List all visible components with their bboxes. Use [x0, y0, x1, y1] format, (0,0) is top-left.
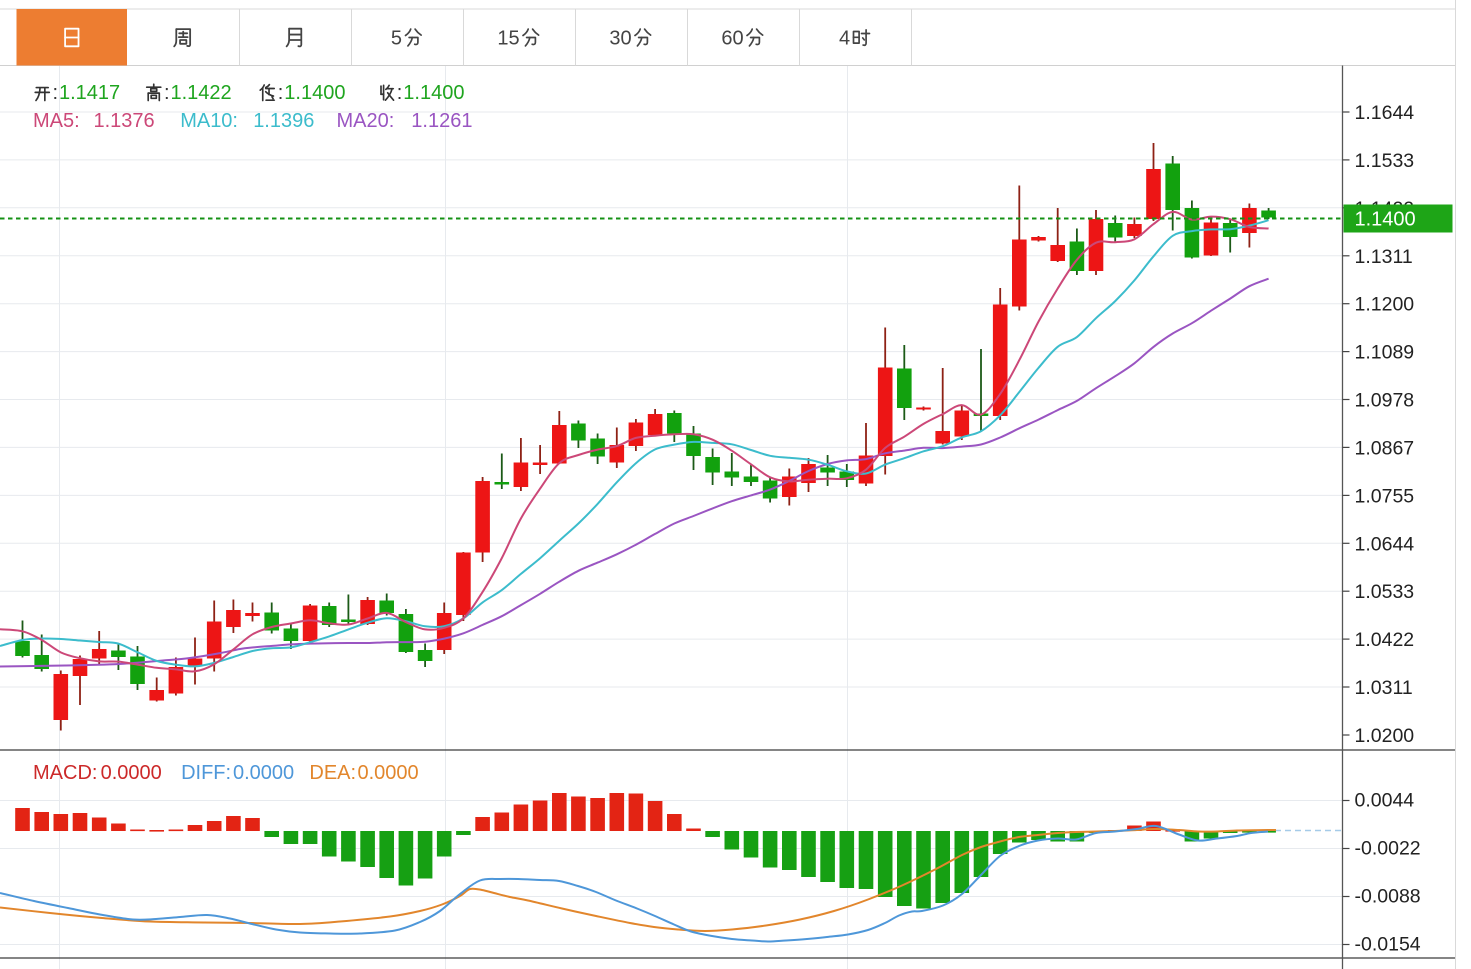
svg-text:1.1261: 1.1261	[411, 110, 472, 132]
svg-text:15: 15	[497, 28, 519, 50]
svg-text:-0.0088: -0.0088	[1355, 886, 1421, 908]
svg-text:0.0044: 0.0044	[1355, 790, 1415, 812]
svg-text::: :	[164, 82, 170, 104]
svg-text:1.1396: 1.1396	[253, 110, 314, 132]
svg-text::: :	[278, 82, 284, 104]
svg-text:1.1417: 1.1417	[59, 82, 120, 104]
svg-text:1.0533: 1.0533	[1355, 581, 1415, 603]
svg-text:1.1400: 1.1400	[403, 82, 464, 104]
svg-text:1.1400: 1.1400	[284, 82, 345, 104]
svg-text:30: 30	[609, 28, 631, 50]
svg-text:4: 4	[839, 28, 850, 50]
svg-text:0.0000: 0.0000	[101, 762, 162, 784]
svg-text:MA5:: MA5:	[33, 110, 80, 132]
svg-text:1.1376: 1.1376	[94, 110, 155, 132]
svg-text:-0.0022: -0.0022	[1355, 838, 1421, 860]
svg-text:DEA:: DEA:	[309, 762, 356, 784]
svg-text:1.0422: 1.0422	[1355, 629, 1415, 651]
svg-text:1.1311: 1.1311	[1355, 246, 1413, 268]
svg-text:1.0978: 1.0978	[1355, 390, 1415, 412]
svg-text:MA10:: MA10:	[180, 110, 238, 132]
svg-text:1.0311: 1.0311	[1355, 677, 1413, 699]
svg-text:0.0000: 0.0000	[233, 762, 294, 784]
svg-text:MA20:: MA20:	[337, 110, 395, 132]
svg-text:1.0200: 1.0200	[1355, 725, 1415, 747]
svg-text:DIFF:: DIFF:	[181, 762, 231, 784]
svg-text:1.1422: 1.1422	[171, 82, 232, 104]
svg-text:1.1089: 1.1089	[1355, 342, 1415, 364]
svg-text:0.0000: 0.0000	[358, 762, 419, 784]
svg-text:1.1644: 1.1644	[1355, 102, 1415, 124]
svg-text:5: 5	[391, 28, 402, 50]
svg-text:60: 60	[721, 28, 743, 50]
svg-text:MACD:: MACD:	[33, 762, 97, 784]
svg-text::: :	[397, 82, 403, 104]
svg-text:1.1400: 1.1400	[1355, 209, 1416, 231]
svg-text:1.1200: 1.1200	[1355, 294, 1415, 316]
svg-text:-0.0154: -0.0154	[1355, 934, 1421, 956]
svg-text:1.0867: 1.0867	[1355, 437, 1415, 459]
svg-text::: :	[53, 82, 59, 104]
svg-text:1.0644: 1.0644	[1355, 533, 1415, 555]
svg-text:1.0755: 1.0755	[1355, 485, 1415, 507]
svg-text:1.1533: 1.1533	[1355, 150, 1415, 172]
